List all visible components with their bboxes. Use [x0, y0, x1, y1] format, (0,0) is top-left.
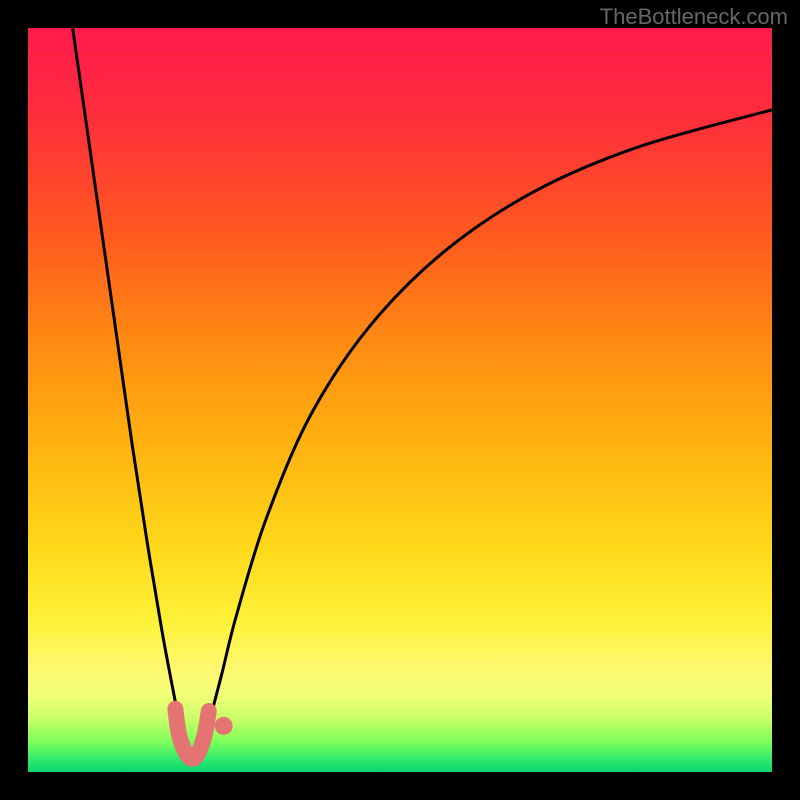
right-dot-marker — [215, 717, 233, 735]
plot-area — [28, 28, 772, 772]
bottleneck-chart-svg — [28, 28, 772, 772]
chart-frame: TheBottleneck.com — [0, 0, 800, 800]
watermark-text: TheBottleneck.com — [600, 4, 788, 30]
